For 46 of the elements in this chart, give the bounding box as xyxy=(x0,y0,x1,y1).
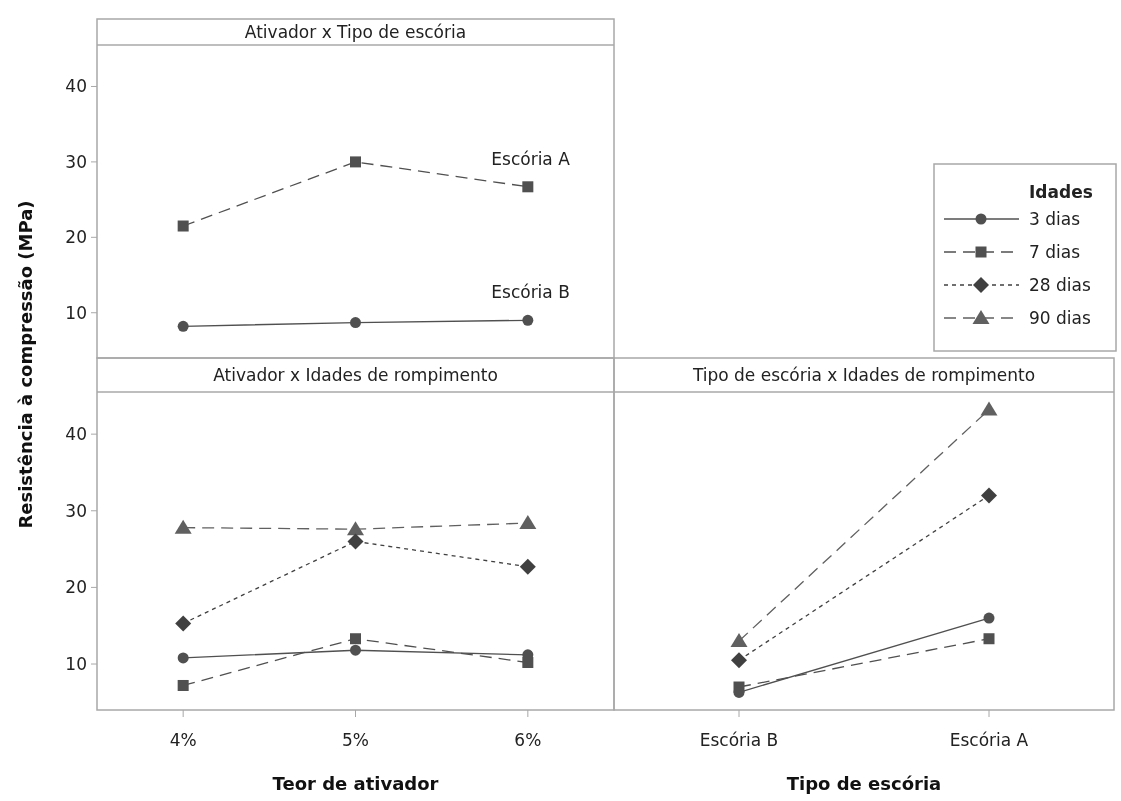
chart-title: Tipo de escória x Idades de rompimento xyxy=(691,365,1036,385)
y-tick-label: 40 xyxy=(65,76,87,97)
point xyxy=(983,633,995,645)
x-tick-label: 6% xyxy=(514,730,542,750)
x-axis-title: Teor de ativador xyxy=(272,773,439,794)
chart-title: Ativador x Tipo de escória xyxy=(244,22,467,42)
x-tick-label: Escória B xyxy=(699,730,779,750)
y-tick-label: 10 xyxy=(65,302,87,323)
point xyxy=(350,156,361,168)
legend-label: 7 dias xyxy=(1029,242,1081,262)
legend-title: Idades xyxy=(1029,182,1093,202)
y-tick-label: 40 xyxy=(65,424,87,445)
point xyxy=(175,615,192,632)
y-tick-label: 20 xyxy=(65,227,87,248)
point xyxy=(347,533,364,550)
point xyxy=(983,612,995,624)
series-label: Escória A xyxy=(491,148,571,169)
x-tick-label: 4% xyxy=(169,730,197,750)
point xyxy=(177,652,189,664)
legend-label: 3 dias xyxy=(1029,209,1081,229)
point xyxy=(522,314,534,326)
chart-title: Ativador x Idades de rompimento xyxy=(213,365,498,385)
point xyxy=(350,644,361,656)
y-axis-title: Resistência à compressão (MPa) xyxy=(15,200,36,529)
point xyxy=(177,220,189,232)
legend-label: 28 dias xyxy=(1029,275,1091,295)
point xyxy=(522,181,534,193)
legend-label: 90 dias xyxy=(1029,308,1091,328)
point xyxy=(177,679,189,691)
x-axis-title: Tipo de escória xyxy=(786,773,942,794)
point xyxy=(350,633,361,645)
point xyxy=(350,317,361,329)
point xyxy=(981,487,997,504)
y-tick-label: 20 xyxy=(65,577,87,598)
point xyxy=(177,320,189,332)
y-tick-label: 30 xyxy=(65,500,87,521)
series-label: Escória B xyxy=(491,282,570,303)
x-tick-label: Escória A xyxy=(949,730,1029,750)
point xyxy=(174,519,192,534)
point xyxy=(347,521,364,536)
x-tick-label: 5% xyxy=(342,730,369,750)
y-tick-label: 30 xyxy=(65,151,87,172)
point xyxy=(731,652,747,669)
y-tick-label: 10 xyxy=(65,654,87,675)
point xyxy=(519,515,537,530)
point xyxy=(519,558,536,575)
